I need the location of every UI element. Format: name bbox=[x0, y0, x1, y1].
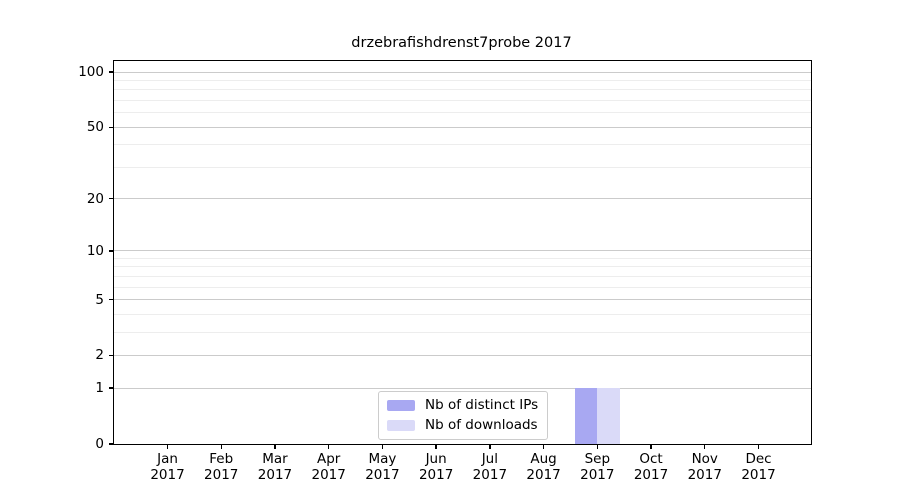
x-tick-label-line: 2017 bbox=[580, 466, 615, 483]
x-tick-label-line: 2017 bbox=[526, 466, 561, 483]
x-tick-label-line: Apr bbox=[316, 451, 341, 467]
x-tick-label-dec-2017: Dec 2017 bbox=[726, 451, 792, 483]
legend: Nb of distinct IPs Nb of downloads bbox=[378, 391, 549, 440]
x-tick-label-line: 2017 bbox=[418, 466, 454, 483]
y-tick-mark bbox=[109, 443, 114, 445]
y-tick-label: 5 bbox=[95, 291, 104, 308]
x-tick-mark bbox=[757, 444, 760, 449]
bar-nb-of-downloads-sep-2017 bbox=[597, 388, 620, 444]
y-tick-label: 50 bbox=[86, 119, 104, 136]
gridline-minor bbox=[114, 275, 811, 277]
x-tick-mark bbox=[489, 444, 491, 449]
x-tick-label-line: 2017 bbox=[472, 466, 508, 483]
chart-title: drzebrafishdrenst7probe 2017 bbox=[351, 35, 572, 51]
x-tick-label-line: 2017 bbox=[633, 466, 669, 483]
x-tick-label-line: Sep bbox=[584, 451, 611, 467]
y-tick-mark bbox=[109, 387, 114, 389]
x-tick-label-line: 2017 bbox=[204, 466, 239, 483]
gridline-major bbox=[114, 354, 811, 356]
x-tick-label-line: 2017 bbox=[365, 466, 400, 483]
x-tick-label-line: 2017 bbox=[257, 466, 293, 483]
bar-nb-of-distinct-ips-sep-2017 bbox=[574, 388, 598, 444]
gridline-minor bbox=[114, 313, 811, 315]
plot-area: Nb of distinct IPs Nb of downloads 0 1 2 5 10… bbox=[78, 60, 812, 482]
gridline-major bbox=[114, 198, 811, 200]
x-tick-label-jan-2017: Jan 2017 bbox=[135, 451, 201, 483]
gridline-major bbox=[114, 299, 811, 301]
x-tick-label-aug-2017: Aug 2017 bbox=[511, 451, 577, 483]
x-tick-label-line: 2017 bbox=[687, 466, 722, 483]
x-tick-mark bbox=[274, 444, 276, 449]
x-tick-label-line: 2017 bbox=[311, 466, 346, 483]
x-tick-mark bbox=[596, 444, 598, 449]
x-tick-label-line: Dec bbox=[745, 451, 772, 467]
x-tick-label-apr-2017: Apr 2017 bbox=[296, 451, 362, 483]
gridline-minor bbox=[114, 144, 811, 146]
y-tick-label: 10 bbox=[86, 242, 104, 259]
gridline-minor bbox=[114, 258, 811, 259]
x-tick-mark bbox=[381, 444, 384, 449]
gridline-minor bbox=[114, 266, 811, 268]
x-tick-mark bbox=[542, 444, 545, 449]
legend-label: Nb of downloads bbox=[425, 417, 538, 433]
x-tick-label-jun-2017: Jun 2017 bbox=[403, 451, 469, 483]
gridline-major bbox=[114, 71, 811, 73]
x-tick-mark bbox=[650, 444, 652, 449]
x-tick-label-line: Feb bbox=[209, 451, 234, 467]
x-tick-label-oct-2017: Oct 2017 bbox=[618, 451, 684, 483]
y-tick-label: 1 bbox=[95, 380, 104, 397]
y-tick-label: 100 bbox=[78, 64, 104, 81]
gridline-minor bbox=[114, 112, 811, 114]
gridline-major bbox=[114, 387, 811, 389]
legend-label: Nb of distinct IPs bbox=[425, 397, 539, 413]
x-tick-label-line: Mar bbox=[262, 451, 288, 467]
x-tick-label-nov-2017: Nov 2017 bbox=[672, 451, 738, 483]
x-tick-label-line: Jan bbox=[157, 451, 178, 467]
x-tick-mark bbox=[704, 444, 706, 449]
gridline-minor bbox=[114, 89, 811, 91]
x-tick-label-sep-2017: Sep 2017 bbox=[564, 451, 630, 483]
x-tick-mark bbox=[220, 444, 222, 449]
gridline-minor bbox=[114, 100, 811, 102]
y-tick-mark bbox=[109, 354, 114, 357]
gridline-minor bbox=[114, 166, 811, 168]
legend-item-nb-of-downloads: Nb of downloads bbox=[387, 418, 538, 433]
x-tick-label-line: May bbox=[368, 451, 397, 467]
x-tick-label-line: Jun bbox=[425, 451, 447, 467]
y-tick-mark bbox=[109, 71, 114, 73]
y-tick-label: 0 bbox=[95, 436, 104, 452]
legend-swatch-nb-of-distinct-ips bbox=[387, 400, 415, 411]
y-tick-label: 2 bbox=[95, 347, 104, 364]
x-tick-label-line: Aug bbox=[530, 451, 557, 467]
y-tick-mark bbox=[109, 126, 114, 128]
x-tick-label-jul-2017: Jul 2017 bbox=[457, 451, 523, 483]
x-tick-label-mar-2017: Mar 2017 bbox=[242, 451, 308, 483]
gridline-major bbox=[114, 250, 811, 252]
gridline-minor bbox=[114, 80, 811, 82]
x-tick-mark bbox=[327, 444, 330, 449]
x-tick-label-line: Jul bbox=[481, 451, 498, 467]
legend-item-nb-of-distinct-ips: Nb of distinct IPs bbox=[387, 398, 538, 413]
y-tick-mark bbox=[109, 198, 114, 200]
y-tick-mark bbox=[109, 298, 114, 301]
gridline-major bbox=[114, 126, 811, 128]
x-tick-label-line: Oct bbox=[639, 451, 663, 467]
y-tick-mark bbox=[109, 250, 114, 252]
x-tick-mark bbox=[435, 444, 437, 449]
x-tick-label-line: Nov bbox=[691, 451, 718, 467]
gridline-minor bbox=[114, 331, 811, 333]
gridline-minor bbox=[114, 286, 811, 288]
x-tick-label-feb-2017: Feb 2017 bbox=[188, 451, 254, 483]
legend-swatch-nb-of-downloads bbox=[387, 420, 415, 431]
x-tick-label-may-2017: May 2017 bbox=[349, 451, 415, 483]
x-tick-label-line: 2017 bbox=[150, 466, 185, 483]
x-tick-label-line: 2017 bbox=[741, 466, 776, 483]
x-tick-mark bbox=[166, 444, 169, 449]
y-tick-label: 20 bbox=[86, 190, 104, 207]
